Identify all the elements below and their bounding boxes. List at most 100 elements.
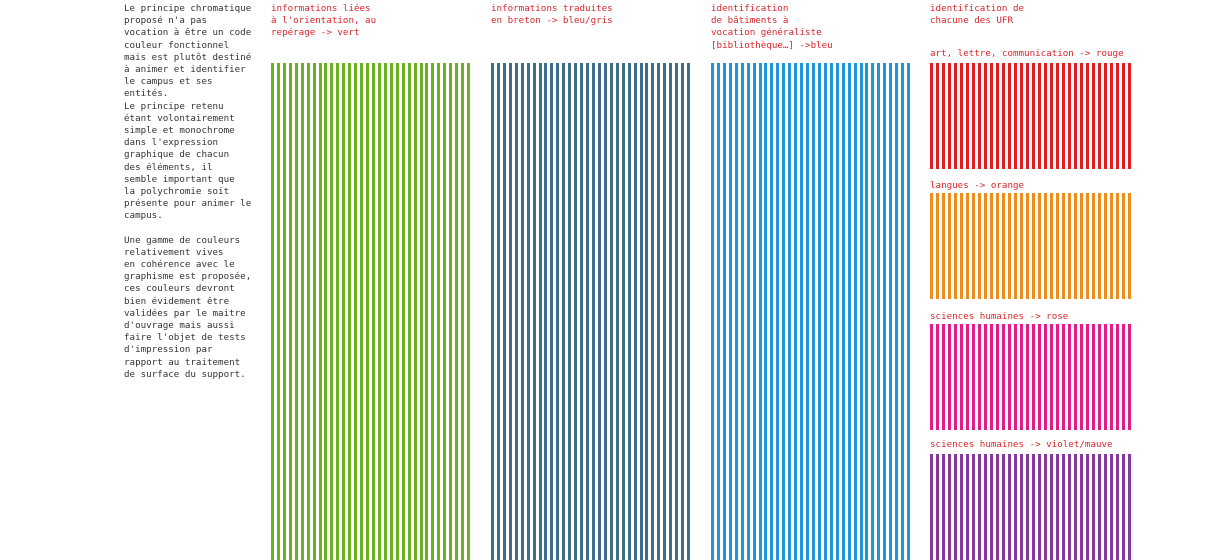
stripe-bar [396,63,399,560]
stripe-bar [1002,63,1005,169]
stripe-bar [455,63,458,560]
stripe-bar [990,63,993,169]
stripe-bar [1074,63,1077,169]
stripe-bar [996,454,999,560]
stripe-bar [1080,454,1083,560]
stripe-bar [883,63,886,560]
stripe-bar [1122,63,1125,169]
stripe-bar [1116,454,1119,560]
stripe-bar [948,324,951,430]
green-stripe-swatch [271,63,473,560]
stripe-bar [1104,324,1107,430]
stripe-bar [1044,324,1047,430]
stripe-bar [747,63,750,560]
stripe-bar [1062,193,1065,299]
stripe-bar [1056,63,1059,169]
stripe-bar [1080,63,1083,169]
stripe-bar [1026,454,1029,560]
stripe-bar [960,63,963,169]
ufr-caption-pink: sciences humaines -> rose [930,311,1069,322]
stripe-bar [348,63,351,560]
stripe-bar [645,63,648,560]
stripe-bar [1110,193,1113,299]
stripe-bar [449,63,452,560]
stripe-bar [788,63,791,560]
stripe-bar [1002,193,1005,299]
stripe-bar [1014,193,1017,299]
stripe-bar [390,63,393,560]
stripe-bar [990,324,993,430]
stripe-bar [717,63,720,560]
blue-stripe-swatch [711,63,913,560]
stripe-bar [770,63,773,560]
stripe-bar [854,63,857,560]
stripe-bar [586,63,589,560]
stripe-bar [675,63,678,560]
stripe-bar [842,63,845,560]
stripe-bar [942,63,945,169]
stripe-bar [295,63,298,560]
intro-paragraph-1: Le principe chromatique proposé n'a pas … [124,3,252,222]
stripe-bar [384,63,387,560]
stripe-bar [562,63,565,560]
stripe-bar [936,454,939,560]
stripe-bar [1086,193,1089,299]
stripe-bar [336,63,339,560]
stripe-bar [408,63,411,560]
stripe-bar [723,63,726,560]
stripe-bar [527,63,530,560]
stripe-bar [729,63,732,560]
stripe-bar [289,63,292,560]
stripe-bar [1044,193,1047,299]
stripe-bar [865,63,868,560]
stripe-bar [301,63,304,560]
stripe-bar [1122,193,1125,299]
stripe-bar [657,63,660,560]
stripe-bar [491,63,494,560]
stripe-bar [1098,63,1101,169]
stripe-bar [622,63,625,560]
stripe-bar [1074,324,1077,430]
stripe-bar [443,63,446,560]
stripe-bar [996,193,999,299]
stripe-bar [687,63,690,560]
stripe-bar [497,63,500,560]
stripe-bar [1020,63,1023,169]
stripe-bar [1104,454,1107,560]
stripe-bar [503,63,506,560]
stripe-bar [521,63,524,560]
stripe-bar [1116,63,1119,169]
stripe-bar [972,63,975,169]
stripe-bar [966,63,969,169]
stripe-bar [533,63,536,560]
orange-stripe-swatch [930,193,1134,299]
stripe-bar [942,454,945,560]
stripe-bar [972,193,975,299]
ufr-heading: identification de chacune des UFR [930,3,1025,27]
stripe-bar [1068,454,1071,560]
ufr-caption-orange: langues -> orange [930,180,1025,191]
stripe-bar [461,63,464,560]
stripe-bar [936,63,939,169]
stripe-bar [556,63,559,560]
stripe-bar [1044,454,1047,560]
stripe-bar [616,63,619,560]
intro-paragraph-2: Une gamme de couleurs relativement vives… [124,234,252,380]
stripe-bar [954,193,957,299]
stripe-bar [1032,63,1035,169]
stripe-bar [663,63,666,560]
stripe-bar [1056,454,1059,560]
stripe-bar [824,63,827,560]
stripe-bar [1008,63,1011,169]
stripe-bar [936,193,939,299]
stripe-bar [324,63,327,560]
stripe-bar [372,63,375,560]
stripe-bar [319,63,322,560]
stripe-bar [1080,324,1083,430]
stripe-bar [550,63,553,560]
stripe-bar [1122,454,1125,560]
stripe-bar [420,63,423,560]
stripe-bar [966,454,969,560]
stripe-bar [877,63,880,560]
stripe-bar [1128,193,1131,299]
